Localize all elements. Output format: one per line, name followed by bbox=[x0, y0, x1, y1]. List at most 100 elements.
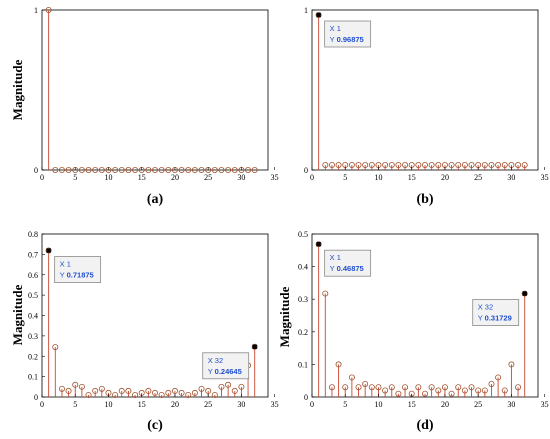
panel-d-ytick-label: 0.1 bbox=[298, 360, 308, 369]
panel-c-datatip-y-label: Y 0.71875 bbox=[60, 271, 94, 280]
panel-a-stem-marker bbox=[251, 166, 258, 173]
panel-d-stem-marker bbox=[415, 384, 422, 391]
panel-d-caption: (d) bbox=[416, 418, 433, 433]
panel-a-stem-marker bbox=[132, 166, 139, 173]
panel-a-stem-marker bbox=[245, 166, 252, 173]
panel-d-stem-marker bbox=[382, 387, 389, 394]
panel-d-stem-marker bbox=[348, 374, 355, 381]
panel-b-stem-marker bbox=[355, 161, 362, 168]
panel-d-datatip-x-label: X 1 bbox=[330, 253, 341, 262]
panel-a-stem-marker bbox=[218, 166, 225, 173]
panel-d-datatip-marker bbox=[522, 291, 527, 296]
panel-b-stem-marker bbox=[428, 161, 435, 168]
panel-c-stem-marker bbox=[205, 387, 212, 394]
panel-c-stem-marker bbox=[58, 385, 65, 392]
panel-b: 0 5 10 15 20 25 30 35 0 1 X 1 Y 0.96875 (b) bbox=[304, 6, 549, 207]
panel-c-xtick-label: 15 bbox=[138, 400, 146, 409]
panel-c-xtick-label: 35 bbox=[271, 400, 279, 409]
panel-c-xtick-label: 30 bbox=[237, 400, 245, 409]
panel-b-stem-marker bbox=[435, 161, 442, 168]
panel-a-stem-marker bbox=[151, 166, 158, 173]
panel-a-stem-marker bbox=[125, 166, 132, 173]
panel-b-xtick-label: 0 bbox=[310, 173, 314, 182]
panel-d-stem-marker bbox=[501, 387, 508, 394]
panel-a-xtick-label: 20 bbox=[171, 173, 179, 182]
panel-d-stem-marker bbox=[515, 384, 522, 391]
panel-d-datatip-x-label: X 32 bbox=[478, 303, 493, 312]
panel-b-xtick-label: 10 bbox=[374, 173, 382, 182]
panel-c-caption: (c) bbox=[147, 418, 163, 433]
panel-c-stem-marker bbox=[178, 389, 185, 396]
panel-a-stem-marker bbox=[145, 166, 152, 173]
panel-c-ytick-label: 0.2 bbox=[28, 352, 38, 361]
panel-d-stem-marker bbox=[328, 384, 335, 391]
panel-b-stem-marker bbox=[495, 161, 502, 168]
panel-d-stem-marker bbox=[435, 387, 442, 394]
panel-c-stem-marker bbox=[132, 391, 139, 398]
panel-c-stem-marker bbox=[151, 389, 158, 396]
panel-d-stem-marker bbox=[421, 390, 428, 397]
panel-a-xtick-label: 0 bbox=[40, 173, 44, 182]
panel-b-stem-marker bbox=[455, 161, 462, 168]
panel-d-xtick-label: 0 bbox=[310, 400, 314, 409]
panel-b-stem-marker bbox=[348, 161, 355, 168]
panel-d-datatips: X 1 Y 0.46875 X 32 Y 0.31729 bbox=[316, 241, 527, 326]
panel-a-stem-marker bbox=[118, 166, 125, 173]
panel-a-stem-marker bbox=[92, 166, 99, 173]
panel-c-ytick-label: 0.1 bbox=[28, 373, 38, 382]
panel-d-stem-marker bbox=[455, 384, 462, 391]
panel-b-stem-marker bbox=[468, 161, 475, 168]
panel-d-stem-marker bbox=[508, 361, 515, 368]
panel-a-stem-marker bbox=[52, 166, 59, 173]
panel-d-xtick-label: 25 bbox=[474, 400, 482, 409]
panel-c-stem-marker bbox=[145, 387, 152, 394]
panel-b-stem-marker bbox=[362, 161, 369, 168]
panel-d-stem-marker bbox=[362, 380, 369, 387]
panel-c-stem-marker bbox=[92, 387, 99, 394]
panel-c-stem-marker bbox=[191, 389, 198, 396]
panel-d-xtick-label: 10 bbox=[374, 400, 382, 409]
panel-d-stem-marker bbox=[428, 384, 435, 391]
panel-a-stem-marker bbox=[45, 7, 52, 13]
panel-c-stem-marker bbox=[165, 389, 172, 396]
panel-d-stem-marker bbox=[481, 387, 488, 394]
panel-c-xtick-label: 25 bbox=[204, 400, 212, 409]
panel-c-datatip-y-value: 0.71875 bbox=[67, 271, 94, 280]
panel-d-datatip-box bbox=[324, 249, 372, 277]
panel-b-datatip-y-label: Y 0.96875 bbox=[330, 35, 364, 44]
panel-c-datatip-box bbox=[202, 352, 250, 380]
panel-b-stem-marker bbox=[328, 161, 335, 168]
panel-c-stem-marker bbox=[171, 387, 178, 394]
panel-a-stem-marker bbox=[178, 166, 185, 173]
panel-a-stem-marker bbox=[198, 166, 205, 173]
panel-b-stem-marker bbox=[501, 161, 508, 168]
panel-a: 0 5 10 15 20 25 30 35 0 1 Magnitude (a) bbox=[10, 6, 279, 207]
panel-b-stem-marker bbox=[515, 161, 522, 168]
panel-d-stem-marker bbox=[375, 384, 382, 391]
panel-d-datatip-y-label: Y 0.31729 bbox=[478, 314, 512, 323]
panel-d-xtick-label: 30 bbox=[507, 400, 515, 409]
panel-c-datatip-x-label: X 1 bbox=[60, 260, 71, 269]
panel-d-stem-marker bbox=[521, 290, 528, 297]
panel-a-xtick-label: 35 bbox=[271, 173, 279, 182]
panel-b-stem-marker bbox=[521, 161, 528, 168]
panel-c-ytick-label: 0.5 bbox=[28, 291, 38, 300]
panel-b-xtick-label: 15 bbox=[408, 173, 416, 182]
panel-c-datatip-x-label: X 32 bbox=[208, 356, 223, 365]
panel-b-stem-marker bbox=[421, 161, 428, 168]
panel-c-ytick-label: 0.3 bbox=[28, 332, 38, 341]
panel-c-stem-marker bbox=[78, 383, 85, 390]
panel-a-xtick-label: 30 bbox=[237, 173, 245, 182]
panel-d-stem-marker bbox=[322, 290, 329, 297]
panel-a-xtick-label: 25 bbox=[204, 173, 212, 182]
panel-c-stem-marker bbox=[211, 391, 218, 398]
panel-c-stem-marker bbox=[52, 344, 59, 351]
panel-d-datatip-y-value: 0.46875 bbox=[337, 264, 364, 273]
panel-b-ytick-label: 1 bbox=[304, 6, 308, 15]
panel-b-ticks: 0 5 10 15 20 25 30 35 0 1 bbox=[304, 6, 549, 182]
panel-c-datatip-y-label: Y 0.24645 bbox=[208, 367, 242, 376]
panel-c-stem-marker bbox=[125, 387, 132, 394]
panel-d-xtick-label: 5 bbox=[343, 400, 347, 409]
panel-b-datatip-box bbox=[324, 20, 372, 48]
